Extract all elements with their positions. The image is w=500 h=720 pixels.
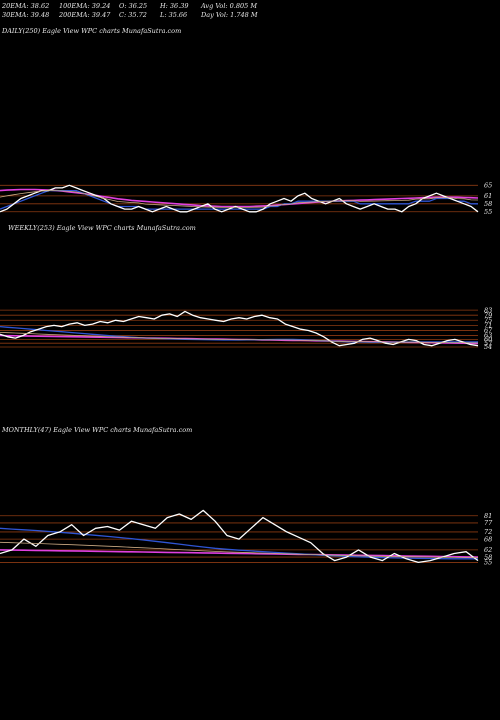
ema200-stat: 200EMA: 39.47: [59, 11, 111, 19]
monthly-tick-label: 58: [484, 553, 492, 561]
monthly-tick-label: 72: [484, 528, 492, 536]
monthly-tick-label: 62: [484, 546, 492, 554]
close-stat: C: 35.72: [119, 11, 147, 19]
day-vol-stat: Day Vol: 1.748 M: [201, 11, 258, 19]
avg-vol-stat: Avg Vol: 0.805 M: [201, 2, 258, 10]
weekly-price-line: [0, 310, 479, 347]
daily-tick-label: 65: [484, 181, 492, 189]
weekly-ema-mid-line: [0, 332, 479, 344]
daily-ema-mid-line: [0, 189, 479, 208]
daily-tick-label: 61: [484, 192, 492, 200]
weekly-chart-title: WEEKLY(253) Eagle View WPC charts Munafa…: [8, 224, 196, 232]
weekly-tick-label: 57: [484, 339, 493, 347]
weekly-tick-label: 79: [484, 311, 492, 319]
weekly-tick-label: 63: [484, 332, 492, 340]
weekly-tick-label: 60: [484, 336, 492, 344]
monthly-tick-label: 68: [484, 535, 492, 543]
weekly-tick-label: 75: [484, 316, 492, 324]
daily-ema-short-line: [0, 189, 478, 210]
open-stat: O: 36.25: [119, 2, 148, 10]
weekly-tick-label: 67: [484, 327, 493, 335]
high-stat: H: 36.39: [160, 2, 189, 10]
monthly-tick-label: 55: [484, 559, 492, 567]
monthly-ema-mid-line: [0, 541, 479, 559]
ema20-stat: 20EMA: 38.62: [2, 2, 50, 10]
weekly-tick-label: 83: [484, 306, 492, 314]
daily-price-line: [0, 184, 479, 213]
ema30-stat: 30EMA: 39.48: [2, 11, 50, 19]
weekly-tick-label: 71: [484, 322, 492, 330]
daily-chart-title: DAILY(250) Eagle View WPC charts MunafaS…: [2, 27, 182, 35]
monthly-chart-title: MONTHLY(47) Eagle View WPC charts Munafa…: [2, 426, 193, 434]
monthly-price-line: [0, 509, 479, 564]
ema100-stat: 100EMA: 39.24: [59, 2, 111, 10]
monthly-ema-long-line: [0, 549, 479, 558]
weekly-tick-label: 54: [484, 343, 492, 351]
daily-tick-label: 58: [484, 200, 492, 208]
low-stat: L: 35.66: [160, 11, 188, 19]
monthly-tick-label: 81: [484, 512, 492, 520]
monthly-tick-label: 77: [484, 519, 493, 527]
monthly-ema-short-line: [0, 527, 478, 560]
daily-tick-label: 55: [484, 208, 492, 216]
